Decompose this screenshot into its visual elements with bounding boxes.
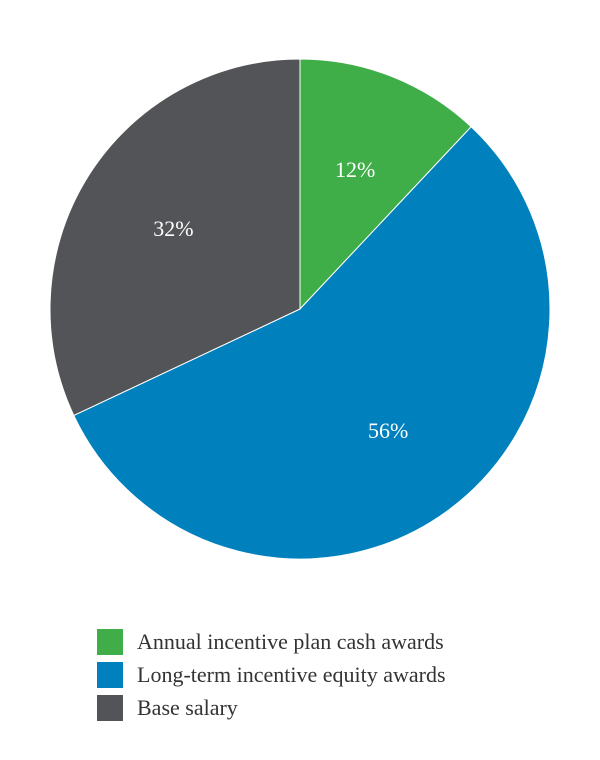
pie-labels: 12% 56% 32% <box>153 157 408 443</box>
legend-swatch-long-term-incentive <box>97 661 123 688</box>
pie-slice-base-salary <box>49 58 301 417</box>
legend: Annual incentive plan cash awards Long-t… <box>97 625 446 724</box>
legend-label-annual-incentive: Annual incentive plan cash awards <box>137 628 444 654</box>
pie-slice-long-term-incentive <box>73 126 551 560</box>
legend-item-long-term-incentive: Long-term incentive equity awards <box>97 658 446 691</box>
legend-label-long-term-incentive: Long-term incentive equity awards <box>137 661 446 687</box>
slice-label-long-term-incentive: 56% <box>368 418 408 443</box>
legend-item-base-salary: Base salary <box>97 691 446 724</box>
legend-item-annual-incentive: Annual incentive plan cash awards <box>97 625 446 658</box>
slice-label-base-salary: 32% <box>153 216 193 241</box>
legend-swatch-annual-incentive <box>97 628 123 655</box>
legend-swatch-base-salary <box>97 694 123 721</box>
legend-label-base-salary: Base salary <box>137 694 238 720</box>
pie-chart: 12% 56% 32% <box>49 58 551 560</box>
pie-slice-annual-incentive <box>299 58 472 311</box>
pie-slices <box>49 58 551 560</box>
slice-label-annual-incentive: 12% <box>335 157 375 182</box>
